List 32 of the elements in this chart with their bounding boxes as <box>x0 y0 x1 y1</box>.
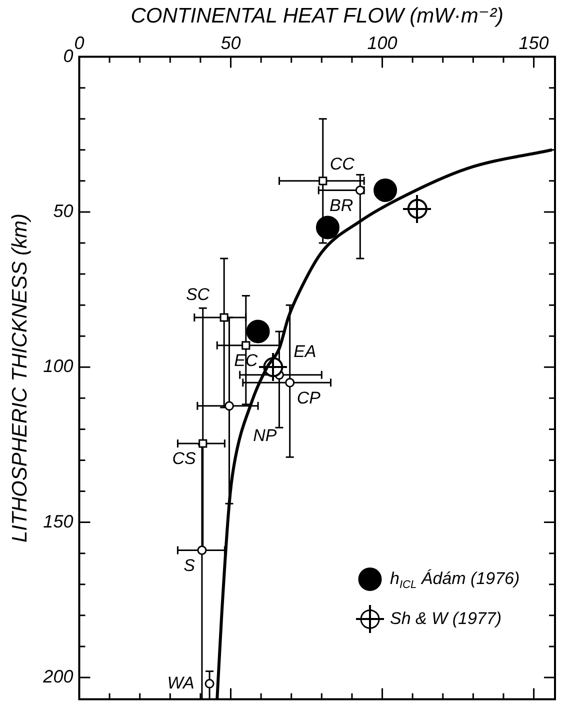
annotation: S <box>184 556 196 575</box>
point <box>198 439 208 448</box>
point <box>318 176 328 186</box>
annotation: CS <box>172 449 197 468</box>
point <box>374 178 398 202</box>
point <box>220 313 228 322</box>
point <box>242 341 250 350</box>
legend-label: Sh & W (1977) <box>390 608 502 628</box>
annotation: BR <box>330 196 354 215</box>
y-tick-label: 50 <box>53 200 74 221</box>
point <box>316 216 340 240</box>
annotation: WA <box>167 673 194 692</box>
point <box>224 401 234 411</box>
y-tick-label: 200 <box>42 666 74 686</box>
y-axis-title: LITHOSPHERIC THICKNESS (km) <box>8 213 32 543</box>
x-tick-label: 50 <box>220 33 241 53</box>
annotation: CC <box>330 154 356 174</box>
annotation: CP <box>296 388 322 408</box>
point <box>285 378 295 388</box>
x-tick-label: 150 <box>518 33 549 53</box>
annotation: NP <box>253 426 278 446</box>
point <box>246 320 270 344</box>
point <box>197 545 207 555</box>
annotation: SC <box>186 284 210 304</box>
y-tick-label: 0 <box>63 46 74 66</box>
y-tick-label: 100 <box>43 356 74 376</box>
point <box>355 185 365 195</box>
point <box>204 678 214 688</box>
annotation: EA <box>294 342 316 362</box>
x-axis-title: CONTINENTAL HEAT FLOW (mW·m⁻²) <box>130 4 504 28</box>
y-tick-label: 150 <box>43 511 74 532</box>
x-tick-label: 100 <box>367 33 398 53</box>
